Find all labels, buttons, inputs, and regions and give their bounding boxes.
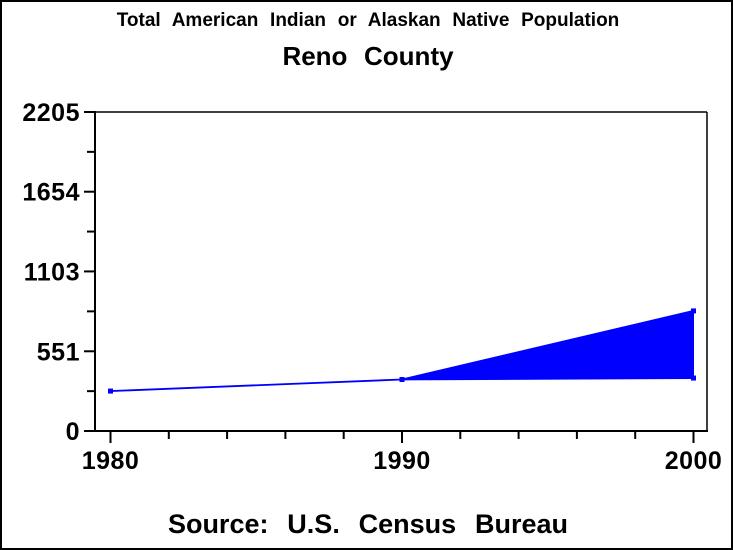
y-tick-label: 551 — [37, 338, 80, 366]
plot-area: 0 551 1103 1654 2205 1980 1990 2000 — [22, 99, 723, 475]
y-tick-label: 2205 — [22, 99, 80, 127]
x-tick-label: 2000 — [665, 447, 723, 475]
chart-title: Total American Indian or Alaskan Native … — [117, 10, 620, 31]
y-tick-label: 1654 — [22, 179, 80, 207]
data-point-marker — [399, 376, 405, 382]
data-point-marker — [691, 375, 696, 381]
y-tick-label: 0 — [66, 418, 80, 446]
x-tick-label: 1990 — [373, 447, 431, 475]
data-point-marker — [108, 388, 113, 394]
series-line-upper — [401, 310, 694, 381]
x-tick-label: 1980 — [82, 447, 140, 475]
chart-subtitle: Reno County — [282, 41, 454, 71]
y-tick-label: 1103 — [24, 258, 80, 286]
data-point-marker — [691, 308, 696, 314]
source-note: Source: U.S. Census Bureau — [168, 509, 568, 539]
